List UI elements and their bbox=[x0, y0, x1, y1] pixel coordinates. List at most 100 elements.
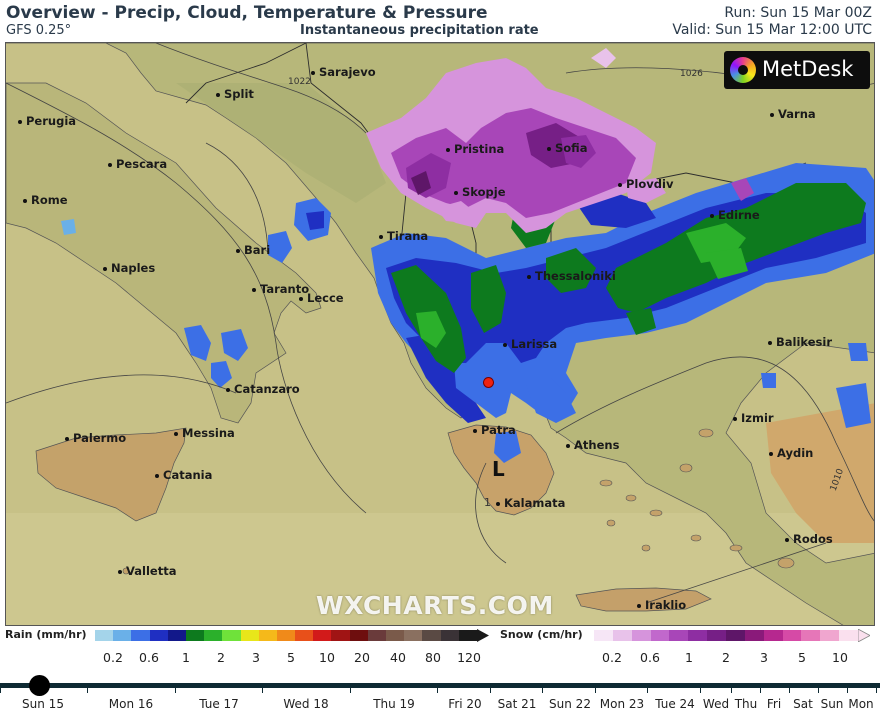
timeline-tick bbox=[760, 688, 761, 693]
location-marker[interactable] bbox=[483, 377, 494, 388]
timeline-day[interactable]: Sun 22 bbox=[549, 697, 591, 711]
city-label: Larissa bbox=[503, 338, 557, 350]
terrain-shading bbox=[176, 83, 386, 203]
land-sicily bbox=[35, 427, 187, 522]
land-anatolia bbox=[766, 403, 874, 543]
timeline-tick bbox=[700, 688, 701, 693]
snow-scale-swatch bbox=[782, 630, 802, 641]
timeline-day[interactable]: Fri 20 bbox=[448, 697, 482, 711]
snow-scale-swatch bbox=[650, 630, 670, 641]
city-label: Bari bbox=[236, 244, 270, 256]
city-label: Valletta bbox=[118, 565, 176, 577]
rain-scale-swatch bbox=[386, 630, 405, 641]
forecast-timeline[interactable]: Sun 15 Mon 16 Tue 17 Wed 18 Thu 19 Fri 2… bbox=[0, 675, 880, 716]
rain-scale-swatch bbox=[404, 630, 423, 641]
timeline-tick bbox=[350, 688, 351, 693]
timeline-day[interactable]: Sun 15 bbox=[22, 697, 64, 711]
snow-scale-swatch bbox=[763, 630, 783, 641]
timeline-day[interactable]: Mon bbox=[848, 697, 874, 711]
timeline-tick bbox=[731, 688, 732, 693]
rain-scale-swatch bbox=[204, 630, 223, 641]
timeline-tick bbox=[647, 688, 648, 693]
rain-scale-swatch bbox=[331, 630, 350, 641]
snow-scale-swatch bbox=[669, 630, 689, 641]
pressure-low-marker: L bbox=[492, 457, 505, 481]
snow-scale-swatch bbox=[839, 630, 859, 641]
city-label: Aydin bbox=[769, 447, 813, 459]
rain-tick: 20 bbox=[354, 650, 370, 665]
timeline-day[interactable]: Mon 23 bbox=[599, 697, 645, 711]
city-label: Lecce bbox=[299, 292, 344, 304]
timeline-day[interactable]: Sun bbox=[820, 697, 844, 711]
snow-scale-swatch bbox=[744, 630, 764, 641]
land-malta bbox=[122, 567, 130, 575]
rain-scale-swatch bbox=[95, 630, 114, 641]
snow-scale-swatch bbox=[726, 630, 745, 641]
rain-color-scale bbox=[95, 630, 477, 641]
timeline-tick bbox=[595, 688, 596, 693]
timeline-day[interactable]: Thu 19 bbox=[373, 697, 415, 711]
city-label: Edirne bbox=[710, 209, 760, 221]
city-label: Messina bbox=[174, 427, 235, 439]
timeline-day[interactable]: Sat 21 bbox=[497, 697, 537, 711]
timeline-day[interactable]: Mon 16 bbox=[108, 697, 154, 711]
map-canvas bbox=[6, 43, 874, 625]
city-label: Thessaloniki bbox=[527, 270, 616, 282]
rain-tick: 120 bbox=[457, 650, 481, 665]
isobar-label: 1 bbox=[484, 496, 491, 509]
rain-scale-swatch bbox=[185, 630, 205, 641]
timeline-day[interactable]: Thu bbox=[734, 697, 758, 711]
city-label: Rodos bbox=[785, 533, 833, 545]
snow-tick: 1 bbox=[685, 650, 693, 665]
rain-scale-swatch bbox=[276, 630, 296, 641]
rain-scale-swatch bbox=[113, 630, 132, 641]
city-label: Patra bbox=[473, 424, 516, 436]
rain-scale-swatch bbox=[131, 630, 150, 641]
timeline-tick bbox=[0, 688, 1, 693]
rain-scale-swatch bbox=[422, 630, 441, 641]
timeline-tick bbox=[818, 688, 819, 693]
city-label: Plovdiv bbox=[618, 178, 673, 190]
rain-tick: 80 bbox=[425, 650, 441, 665]
timeline-tick bbox=[876, 688, 877, 693]
wxcharts-watermark: WXCHARTS.COM bbox=[316, 591, 554, 620]
timeline-tick bbox=[262, 688, 263, 693]
rain-tick: 0.6 bbox=[139, 650, 159, 665]
parameter-name: Instantaneous precipitation rate bbox=[300, 23, 539, 38]
rain-scale-swatch bbox=[222, 630, 241, 641]
land-peloponnese bbox=[447, 424, 555, 516]
rain-tick: 2 bbox=[217, 650, 225, 665]
timeline-day[interactable]: Wed 18 bbox=[283, 697, 329, 711]
timeline-track[interactable] bbox=[0, 683, 880, 688]
snow-tick: 2 bbox=[722, 650, 730, 665]
rain-tick: 10 bbox=[319, 650, 335, 665]
city-label: Palermo bbox=[65, 432, 126, 444]
aegean-islands bbox=[599, 428, 795, 569]
metdesk-logo-text: MetDesk bbox=[762, 57, 854, 81]
rain-tick: 5 bbox=[287, 650, 295, 665]
timeline-day[interactable]: Tue 17 bbox=[199, 697, 239, 711]
timeline-day[interactable]: Tue 24 bbox=[655, 697, 695, 711]
timeline-day[interactable]: Fri bbox=[766, 697, 782, 711]
timeline-tick bbox=[542, 688, 543, 693]
isobar-label: 1022 bbox=[288, 77, 311, 87]
timeline-day[interactable]: Wed bbox=[702, 697, 730, 711]
snow-tick: 10 bbox=[832, 650, 848, 665]
snow-legend-label: Snow (cm/hr) bbox=[500, 628, 583, 641]
timeline-tick bbox=[789, 688, 790, 693]
chart-title: Overview - Precip, Cloud, Temperature & … bbox=[6, 3, 488, 23]
rain-scale-swatch bbox=[295, 630, 314, 641]
city-label: Tirana bbox=[379, 230, 428, 242]
city-label: Catanzaro bbox=[226, 383, 300, 395]
timeline-day[interactable]: Sat bbox=[793, 697, 813, 711]
city-label: Split bbox=[216, 88, 254, 100]
rain-scale-swatch bbox=[367, 630, 386, 641]
rain-tick: 40 bbox=[390, 650, 406, 665]
timeline-tick bbox=[175, 688, 176, 693]
timeline-slider-handle[interactable] bbox=[29, 675, 50, 696]
city-label: Perugia bbox=[18, 115, 76, 127]
city-label: Taranto bbox=[252, 283, 309, 295]
rain-legend-label: Rain (mm/hr) bbox=[5, 628, 87, 641]
city-label: Kalamata bbox=[496, 497, 565, 509]
rain-legend: Rain (mm/hr) 0.2 0.6 1 2 3 5 10 20 40 80… bbox=[5, 628, 495, 672]
